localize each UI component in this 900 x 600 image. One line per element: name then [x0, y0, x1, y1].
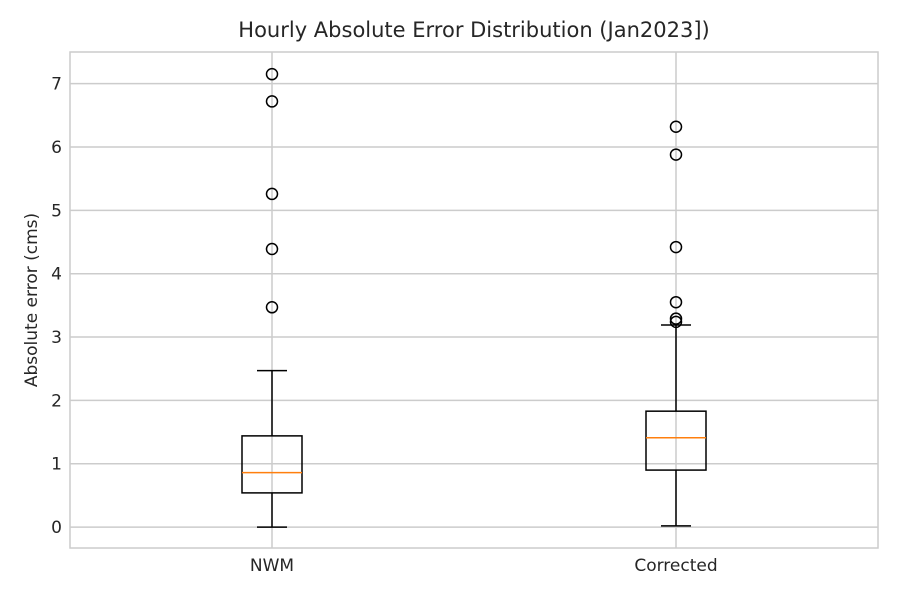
outlier-point: [265, 95, 279, 108]
outlier-point: [669, 315, 683, 329]
y-tick-label: 5: [51, 201, 62, 221]
boxes-layer: [241, 67, 707, 528]
iqr-box: [645, 410, 707, 471]
x-tick-label: NWM: [250, 556, 294, 576]
y-tick-label: 6: [51, 138, 62, 158]
box-group: [645, 120, 707, 527]
outlier-point: [265, 301, 279, 314]
x-tick-label: Corrected: [634, 556, 717, 576]
box-group: [241, 67, 303, 528]
y-tick-label: 3: [51, 328, 62, 348]
outlier-point: [265, 67, 279, 81]
outlier-point: [669, 312, 683, 325]
y-tick-label: 4: [51, 265, 62, 285]
ticks-layer: 0 1 2 3 4 5 6 7 NWM Corrected: [51, 75, 717, 576]
outlier-point: [669, 120, 683, 133]
outlier-point: [669, 148, 683, 161]
y-tick-label: 0: [51, 518, 62, 538]
outlier-point: [265, 242, 279, 256]
chart-title: Hourly Absolute Error Distribution (Jan2…: [238, 18, 710, 42]
grid-layer: [70, 52, 878, 548]
iqr-box: [241, 435, 303, 494]
outlier-point: [669, 240, 683, 254]
plot-frame: [69, 51, 879, 549]
outlier-point: [669, 295, 683, 309]
y-tick-label: 7: [51, 75, 62, 95]
y-tick-label: 2: [51, 391, 62, 411]
outlier-point: [265, 187, 279, 201]
y-tick-label: 1: [51, 455, 62, 475]
